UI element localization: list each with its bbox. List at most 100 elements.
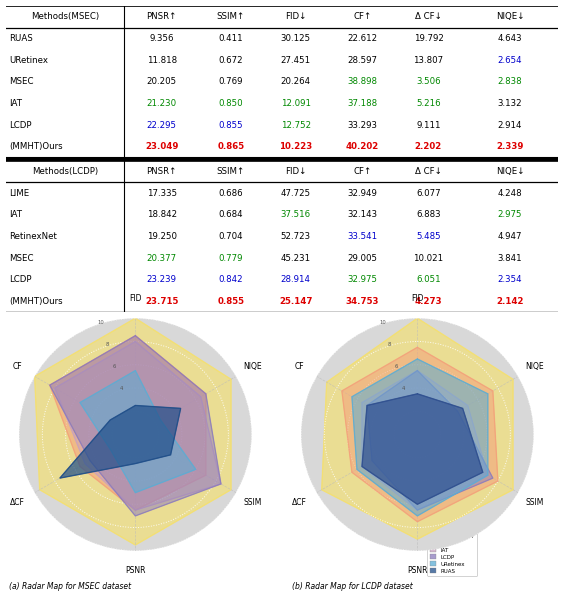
Polygon shape xyxy=(55,341,221,510)
Text: 4.947: 4.947 xyxy=(498,232,522,241)
Text: 5.216: 5.216 xyxy=(416,99,441,108)
Text: 22.295: 22.295 xyxy=(147,121,177,130)
Text: 19.792: 19.792 xyxy=(413,34,443,43)
Text: 2.838: 2.838 xyxy=(497,77,522,86)
Text: 4: 4 xyxy=(402,386,405,392)
Text: 28.597: 28.597 xyxy=(347,56,377,65)
Text: FID↓: FID↓ xyxy=(285,12,306,21)
Text: 32.949: 32.949 xyxy=(347,188,377,198)
Text: 21.230: 21.230 xyxy=(147,99,177,108)
Text: 17.335: 17.335 xyxy=(147,188,177,198)
Text: PNSR↑: PNSR↑ xyxy=(147,167,177,176)
Text: 9.356: 9.356 xyxy=(149,34,174,43)
Text: 3.132: 3.132 xyxy=(497,99,522,108)
Text: Methods(LCDP): Methods(LCDP) xyxy=(32,167,98,176)
Text: 5.485: 5.485 xyxy=(416,232,441,241)
Text: 12.752: 12.752 xyxy=(281,121,311,130)
Text: (a) Radar Map for MSEC dataset: (a) Radar Map for MSEC dataset xyxy=(10,581,131,591)
Text: 32.975: 32.975 xyxy=(347,275,377,284)
Text: 45.231: 45.231 xyxy=(281,253,311,263)
Text: 27.451: 27.451 xyxy=(281,56,311,65)
Text: 37.188: 37.188 xyxy=(347,99,377,108)
Text: URetinex: URetinex xyxy=(9,56,48,65)
Text: 10: 10 xyxy=(379,320,386,325)
Text: 2.654: 2.654 xyxy=(497,56,522,65)
Text: 34.753: 34.753 xyxy=(345,297,379,306)
Polygon shape xyxy=(80,370,196,493)
Text: Δ CF↓: Δ CF↓ xyxy=(415,167,442,176)
Polygon shape xyxy=(352,359,488,516)
Polygon shape xyxy=(362,370,488,510)
Text: 6.883: 6.883 xyxy=(416,211,441,219)
Text: 33.293: 33.293 xyxy=(347,121,377,130)
Polygon shape xyxy=(60,405,180,478)
Text: NIQE↓: NIQE↓ xyxy=(496,12,525,21)
Text: 4.248: 4.248 xyxy=(497,188,522,198)
Polygon shape xyxy=(367,370,493,510)
Text: 4.273: 4.273 xyxy=(415,297,442,306)
Text: CF↑: CF↑ xyxy=(353,12,371,21)
Polygon shape xyxy=(342,347,498,521)
Text: 13.807: 13.807 xyxy=(413,56,443,65)
Text: 0.684: 0.684 xyxy=(219,211,243,219)
Text: 2.339: 2.339 xyxy=(496,142,524,151)
Text: 30.125: 30.125 xyxy=(281,34,311,43)
Text: 47.725: 47.725 xyxy=(281,188,311,198)
Text: 33.541: 33.541 xyxy=(347,232,377,241)
Text: 20.205: 20.205 xyxy=(147,77,177,86)
Text: 2.142: 2.142 xyxy=(496,297,524,306)
Text: LIME: LIME xyxy=(9,188,29,198)
Text: IAT: IAT xyxy=(9,99,22,108)
Text: 9.111: 9.111 xyxy=(416,121,440,130)
Text: Methods(MSEC): Methods(MSEC) xyxy=(31,12,99,21)
Text: FID↓: FID↓ xyxy=(285,167,306,176)
Text: 8: 8 xyxy=(388,342,391,347)
Text: 23.049: 23.049 xyxy=(145,142,178,151)
Text: LCDP: LCDP xyxy=(9,275,32,284)
Polygon shape xyxy=(50,335,221,516)
Text: 32.143: 32.143 xyxy=(347,211,377,219)
Legend: MMHT(Ours), MSEC, IAT, LCDP, URetinex, RUAS: MMHT(Ours), MSEC, IAT, LCDP, URetinex, R… xyxy=(428,531,477,576)
Polygon shape xyxy=(362,394,483,504)
Text: SSIM↑: SSIM↑ xyxy=(217,167,245,176)
Text: 0.704: 0.704 xyxy=(219,232,243,241)
Polygon shape xyxy=(321,318,513,539)
Text: (MMHT)Ours: (MMHT)Ours xyxy=(9,142,63,151)
Text: 10.223: 10.223 xyxy=(279,142,312,151)
Text: 0.769: 0.769 xyxy=(219,77,243,86)
Text: 0.855: 0.855 xyxy=(217,297,244,306)
Text: 4.643: 4.643 xyxy=(497,34,522,43)
Text: 0.672: 0.672 xyxy=(219,56,243,65)
Text: 28.914: 28.914 xyxy=(281,275,311,284)
Text: 0.855: 0.855 xyxy=(219,121,243,130)
Text: 3.506: 3.506 xyxy=(416,77,441,86)
Text: 37.516: 37.516 xyxy=(281,211,311,219)
Text: 19.250: 19.250 xyxy=(147,232,177,241)
Text: 29.005: 29.005 xyxy=(347,253,377,263)
Text: 11.818: 11.818 xyxy=(147,56,177,65)
Text: 10.021: 10.021 xyxy=(413,253,443,263)
Text: 8: 8 xyxy=(106,342,109,347)
Text: 4: 4 xyxy=(120,386,123,392)
Text: (b) Radar Map for LCDP dataset: (b) Radar Map for LCDP dataset xyxy=(292,581,413,591)
Text: RetinexNet: RetinexNet xyxy=(9,232,57,241)
Text: CF↑: CF↑ xyxy=(353,167,371,176)
Text: 6.077: 6.077 xyxy=(416,188,441,198)
Polygon shape xyxy=(50,335,206,510)
Text: 0.865: 0.865 xyxy=(217,142,244,151)
Text: 10: 10 xyxy=(97,320,104,325)
Text: MSEC: MSEC xyxy=(9,77,33,86)
Text: 2.914: 2.914 xyxy=(498,121,522,130)
Text: 38.898: 38.898 xyxy=(347,77,377,86)
Text: 0.686: 0.686 xyxy=(219,188,243,198)
Text: PNSR↑: PNSR↑ xyxy=(147,12,177,21)
Text: 6: 6 xyxy=(113,364,116,369)
Text: 0.842: 0.842 xyxy=(219,275,243,284)
Text: 22.612: 22.612 xyxy=(347,34,377,43)
Text: 23.239: 23.239 xyxy=(147,275,177,284)
Text: 12.091: 12.091 xyxy=(281,99,311,108)
Text: 25.147: 25.147 xyxy=(279,297,312,306)
Text: 18.842: 18.842 xyxy=(147,211,177,219)
Text: 23.715: 23.715 xyxy=(145,297,178,306)
Text: 0.411: 0.411 xyxy=(219,34,243,43)
